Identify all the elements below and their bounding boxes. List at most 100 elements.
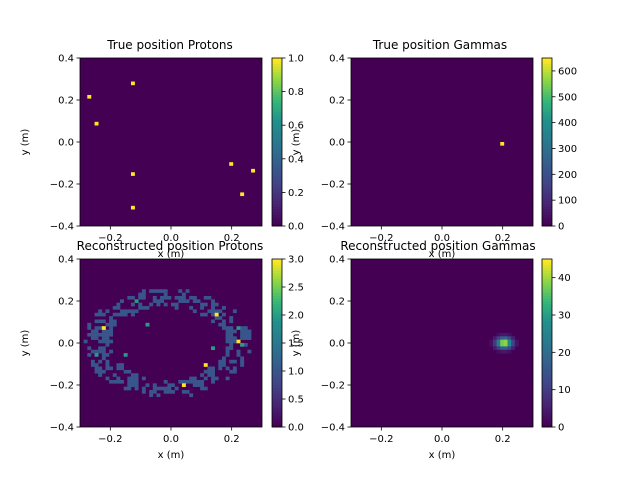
- heatmap-cell: [200, 306, 205, 310]
- colorbar-segment: [272, 156, 282, 160]
- colorbar-segment: [542, 340, 552, 344]
- colorbar: 0.0 0.2 0.4 0.6 0.8 1.0: [271, 54, 304, 233]
- x-tick-label: 0.0: [163, 434, 179, 445]
- heatmap-cell: [174, 306, 179, 310]
- heatmap-cell: [211, 299, 215, 303]
- heatmap-cell: [163, 289, 168, 293]
- heatmap-cell: [229, 162, 234, 166]
- heatmap-cell: [109, 339, 114, 344]
- heatmap-cell: [90, 336, 95, 340]
- heatmap-cell: [185, 299, 190, 303]
- heatmap-cell: [109, 319, 114, 324]
- heatmap-cell: [507, 332, 512, 337]
- colorbar-segment: [542, 139, 552, 143]
- colorbar-segment: [272, 424, 282, 428]
- colorbar-segment: [542, 404, 552, 408]
- heatmap-cell: [511, 339, 516, 344]
- colorbar-segment: [542, 379, 552, 383]
- x-tick-label: −0.2: [98, 434, 122, 445]
- heatmap-cell: [507, 339, 512, 344]
- colorbar-segment: [272, 337, 282, 341]
- colorbar-segment: [542, 323, 552, 327]
- heatmap-cell: [232, 329, 237, 334]
- heatmap-cell: [203, 376, 208, 381]
- colorbar-segment: [542, 373, 552, 377]
- colorbar-segment: [272, 74, 282, 78]
- heatmap-cell: [109, 322, 114, 327]
- heatmap-cell: [178, 295, 183, 300]
- heatmap-cell: [240, 343, 245, 347]
- heatmap-cell: [211, 319, 215, 324]
- x-tick-label: 0.0: [434, 233, 450, 244]
- colorbar-segment: [272, 303, 282, 307]
- colorbar-segment: [542, 214, 552, 218]
- colorbar-segment: [542, 125, 552, 129]
- colorbar-segment: [272, 69, 282, 73]
- heatmap-cell: [207, 309, 212, 314]
- colorbar-segment: [272, 354, 282, 358]
- heatmap-cell: [123, 369, 128, 374]
- colorbar-segment: [272, 164, 282, 168]
- heatmap-cell: [218, 366, 223, 371]
- y-tick-label: 0.2: [58, 297, 74, 308]
- heatmap-cell: [189, 379, 194, 384]
- heatmap-cell: [101, 332, 106, 337]
- heatmap-cell: [229, 332, 234, 337]
- colorbar-segment: [542, 91, 552, 95]
- colorbar-segment: [542, 387, 552, 391]
- heatmap-cell: [511, 346, 516, 351]
- colorbar-segment: [272, 418, 282, 422]
- heatmap-cell: [211, 302, 215, 307]
- colorbar-tick-label: 600: [558, 66, 577, 77]
- colorbar-segment: [542, 418, 552, 422]
- colorbar-segment: [272, 192, 282, 196]
- chart-title: Reconstructed position Gammas: [340, 239, 535, 253]
- colorbar-segment: [542, 200, 552, 204]
- colorbar-tick-label: 200: [558, 170, 577, 181]
- colorbar-segment: [542, 351, 552, 355]
- colorbar-segment: [542, 172, 552, 176]
- heatmap-cell: [116, 312, 121, 317]
- colorbar-segment: [542, 287, 552, 291]
- colorbar-segment: [542, 309, 552, 313]
- heatmap-cell: [156, 289, 161, 293]
- heatmap-cell: [185, 289, 190, 293]
- heatmap-cell: [90, 363, 95, 367]
- heatmap-cell: [171, 390, 175, 394]
- heatmap-cell: [181, 295, 186, 300]
- plot-background: [80, 58, 262, 226]
- heatmap-cell: [243, 329, 248, 334]
- colorbar-segment: [542, 407, 552, 411]
- y-tick-label: 0.4: [58, 54, 74, 65]
- colorbar-segment: [542, 329, 552, 333]
- heatmap-cell: [120, 366, 124, 371]
- heatmap-cell: [141, 390, 146, 394]
- heatmap-cell: [109, 349, 114, 354]
- heatmap-cell: [178, 289, 183, 293]
- heatmap-cell: [156, 299, 161, 303]
- heatmap-cell: [503, 346, 508, 351]
- colorbar-segment: [272, 292, 282, 296]
- heatmap-cell: [500, 332, 505, 337]
- colorbar-segment: [272, 150, 282, 154]
- colorbar-segment: [542, 275, 552, 279]
- heatmap-cell: [101, 326, 106, 330]
- heatmap-cell: [123, 312, 128, 317]
- heatmap-cell: [232, 309, 237, 314]
- colorbar-segment: [272, 119, 282, 123]
- colorbar-segment: [542, 72, 552, 76]
- heatmap-cell: [207, 369, 212, 374]
- y-tick-label: 0.0: [58, 138, 74, 149]
- y-axis-label: y (m): [20, 129, 31, 156]
- y-tick-label: 0.4: [329, 54, 345, 65]
- colorbar-segment: [272, 359, 282, 363]
- heatmap-cell: [145, 322, 150, 327]
- heatmap-cell: [163, 302, 168, 307]
- colorbar-segment: [272, 345, 282, 349]
- heatmap-cell: [211, 376, 215, 381]
- heatmap-cell: [109, 329, 114, 334]
- heatmap-cell: [152, 299, 157, 303]
- subplot-3: −0.2 0.0 0.2 −0.4 −0.2 0.0 0.2 0.4 x (m) y (m) Rec…: [20, 239, 304, 461]
- heatmap-cell: [138, 306, 143, 310]
- colorbar-segment: [542, 108, 552, 112]
